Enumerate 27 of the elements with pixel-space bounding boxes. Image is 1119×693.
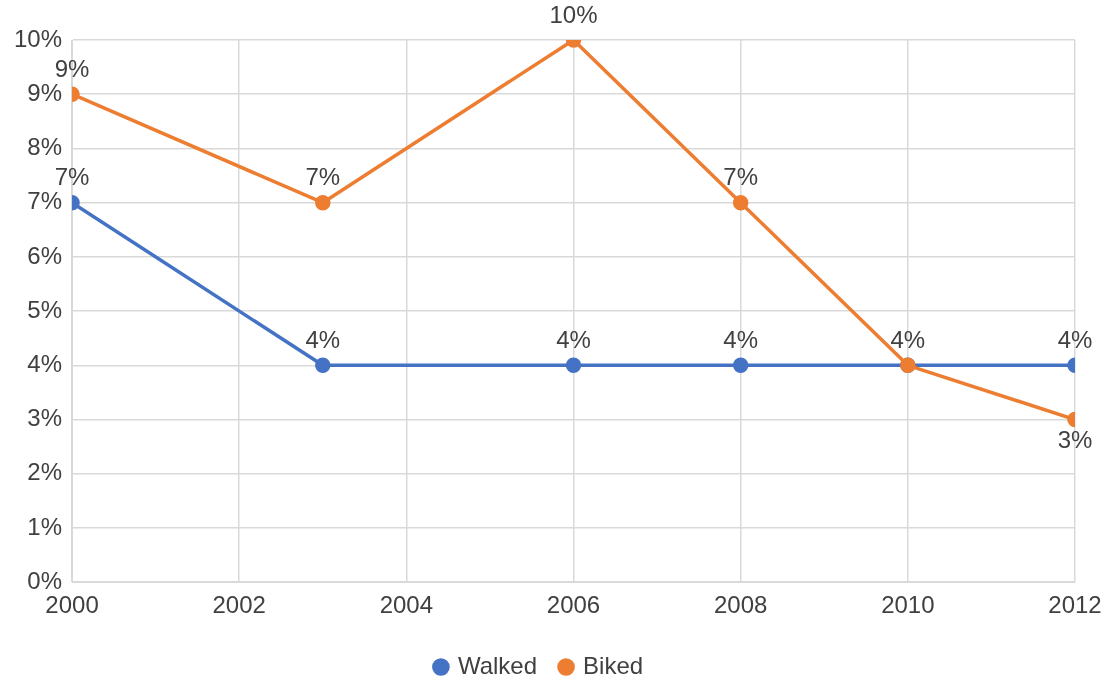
data-label: 4%: [305, 325, 341, 353]
y-tick-label: 2%: [27, 458, 63, 486]
y-tick-label: 3%: [27, 404, 63, 432]
x-tick-label: 2000: [45, 591, 99, 619]
data-label: 7%: [723, 163, 759, 191]
data-label: 4%: [556, 325, 591, 353]
data-label: 10%: [549, 0, 598, 28]
x-tick-label: 2002: [212, 591, 266, 619]
y-tick-label: 10%: [13, 24, 63, 52]
legend-label: Walked: [457, 651, 538, 679]
data-label: 3%: [1057, 426, 1093, 454]
x-tick-label: 2010: [881, 591, 935, 619]
data-label: 4%: [723, 325, 759, 353]
x-tick-label: 2008: [713, 591, 768, 619]
legend-label: Biked: [583, 651, 644, 679]
y-tick-label: 4%: [27, 349, 63, 377]
data-label: 4%: [1057, 325, 1093, 353]
x-tick-label: 2006: [546, 591, 601, 619]
x-tick-label: 2004: [379, 591, 434, 619]
data-label: 7%: [305, 163, 341, 191]
y-tick-label: 1%: [27, 512, 63, 540]
y-tick-label: 0%: [27, 566, 63, 594]
y-tick-label: 8%: [27, 133, 63, 161]
data-label: 4%: [890, 325, 926, 353]
y-tick-label: 5%: [27, 295, 63, 323]
x-tick-label: 2012: [1048, 591, 1102, 619]
y-tick-label: 6%: [27, 241, 63, 269]
